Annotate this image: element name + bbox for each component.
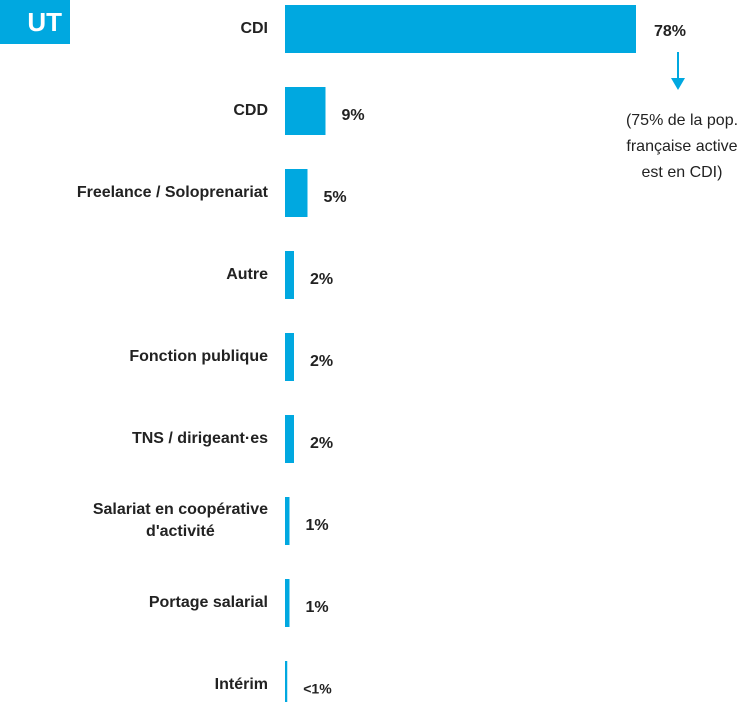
category-label: Fonction publique	[129, 348, 268, 365]
annotation: (75% de la pop. française active est en …	[625, 112, 739, 181]
category-label: Salariat en coopérative d'activité	[92, 501, 268, 540]
bar	[285, 579, 290, 627]
category-label: Freelance / Soloprenariat	[76, 184, 268, 201]
bar	[285, 5, 636, 53]
value-label: 2%	[310, 353, 333, 370]
category-label: CDI	[240, 20, 268, 37]
bar	[285, 169, 308, 217]
category-label: CDD	[233, 102, 268, 119]
bar	[285, 415, 294, 463]
value-label: 9%	[342, 107, 365, 124]
category-label: Portage salarial	[148, 594, 268, 611]
value-label: 2%	[310, 435, 333, 452]
chart-title: UT	[0, 0, 70, 44]
value-label: <1%	[303, 681, 332, 697]
value-label: 1%	[306, 599, 329, 616]
category-label: Autre	[226, 266, 268, 283]
category-label: Intérim	[214, 676, 268, 693]
bar	[285, 661, 288, 702]
bar	[285, 333, 294, 381]
value-label: 2%	[310, 271, 333, 288]
arrow-head	[671, 78, 685, 90]
value-label: 1%	[306, 517, 329, 534]
value-label: 5%	[324, 189, 347, 206]
bar	[285, 251, 294, 299]
value-label: 78%	[654, 23, 686, 40]
bar	[285, 497, 290, 545]
bar	[285, 87, 326, 135]
category-label: TNS / dirigeant·es	[131, 430, 268, 447]
